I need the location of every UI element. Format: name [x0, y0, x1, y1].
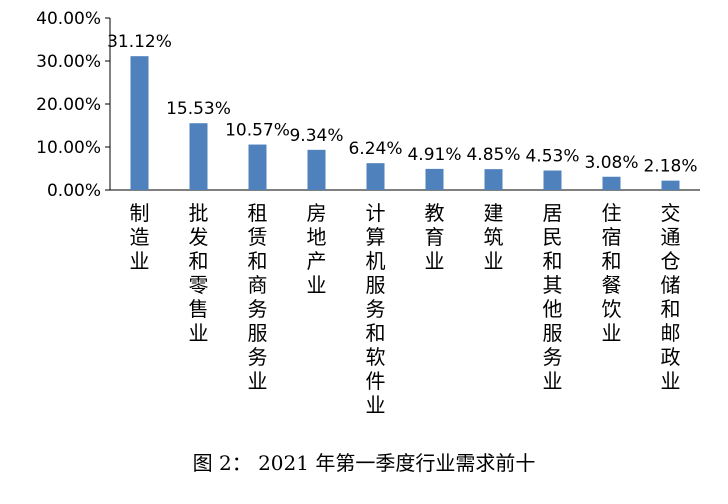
data-label: 10.57% — [225, 121, 290, 141]
bar — [484, 169, 503, 190]
figure-caption: 图 2： 2021 年第一季度行业需求前十 — [192, 451, 536, 475]
bar — [366, 163, 385, 190]
category-label: 教育业 — [425, 201, 445, 273]
data-labels: 31.12% 15.53%10.57% 9.34%6.24% 4.91% 4.85% 4.… — [107, 32, 697, 176]
category-label: 租赁和商务服务业 — [248, 201, 268, 393]
data-label: 6.24% — [348, 139, 402, 159]
bar-chart: 0.00% 10.00% 20.00% 30.00% 40.00% 31.12% 15.5… — [36, 9, 700, 417]
bar — [189, 123, 208, 190]
data-label: 2.18% — [643, 157, 697, 177]
category-label: 住宿和餐饮业 — [602, 201, 622, 345]
data-label: 4.53% — [525, 147, 579, 167]
category-label: 房地产业 — [307, 201, 327, 297]
bar — [248, 144, 267, 190]
bar — [661, 180, 680, 190]
data-label: 15.53% — [166, 99, 231, 119]
bar — [543, 170, 562, 190]
bar — [602, 176, 621, 190]
bar — [425, 168, 444, 190]
y-axis: 0.00% 10.00% 20.00% 30.00% 40.00% — [36, 9, 700, 201]
category-labels: 制造业 批发和零售业 租赁和商务服务业 房地产业 计算机服务和软件业 教育业 建筑业 居民和其… — [130, 201, 681, 417]
data-label: 31.12% — [107, 32, 172, 52]
category-label: 批发和零售业 — [189, 201, 209, 345]
bar — [307, 149, 326, 190]
bars — [130, 56, 680, 191]
data-label: 9.34% — [289, 126, 343, 146]
data-label: 3.08% — [584, 153, 638, 173]
y-tick-label: 0.00% — [47, 181, 101, 201]
bar — [130, 56, 149, 191]
y-tick-label: 40.00% — [36, 9, 101, 29]
category-label: 制造业 — [130, 201, 150, 273]
y-tick-label: 20.00% — [36, 95, 101, 115]
data-label: 4.85% — [466, 145, 520, 165]
y-tick-label: 30.00% — [36, 52, 101, 72]
data-label: 4.91% — [407, 145, 461, 165]
category-label: 交通仓储和邮政业 — [661, 201, 681, 393]
category-label: 计算机服务和软件业 — [366, 201, 386, 417]
category-label: 居民和其他服务业 — [543, 201, 563, 393]
category-label: 建筑业 — [484, 201, 504, 273]
y-tick-label: 10.00% — [36, 138, 101, 158]
